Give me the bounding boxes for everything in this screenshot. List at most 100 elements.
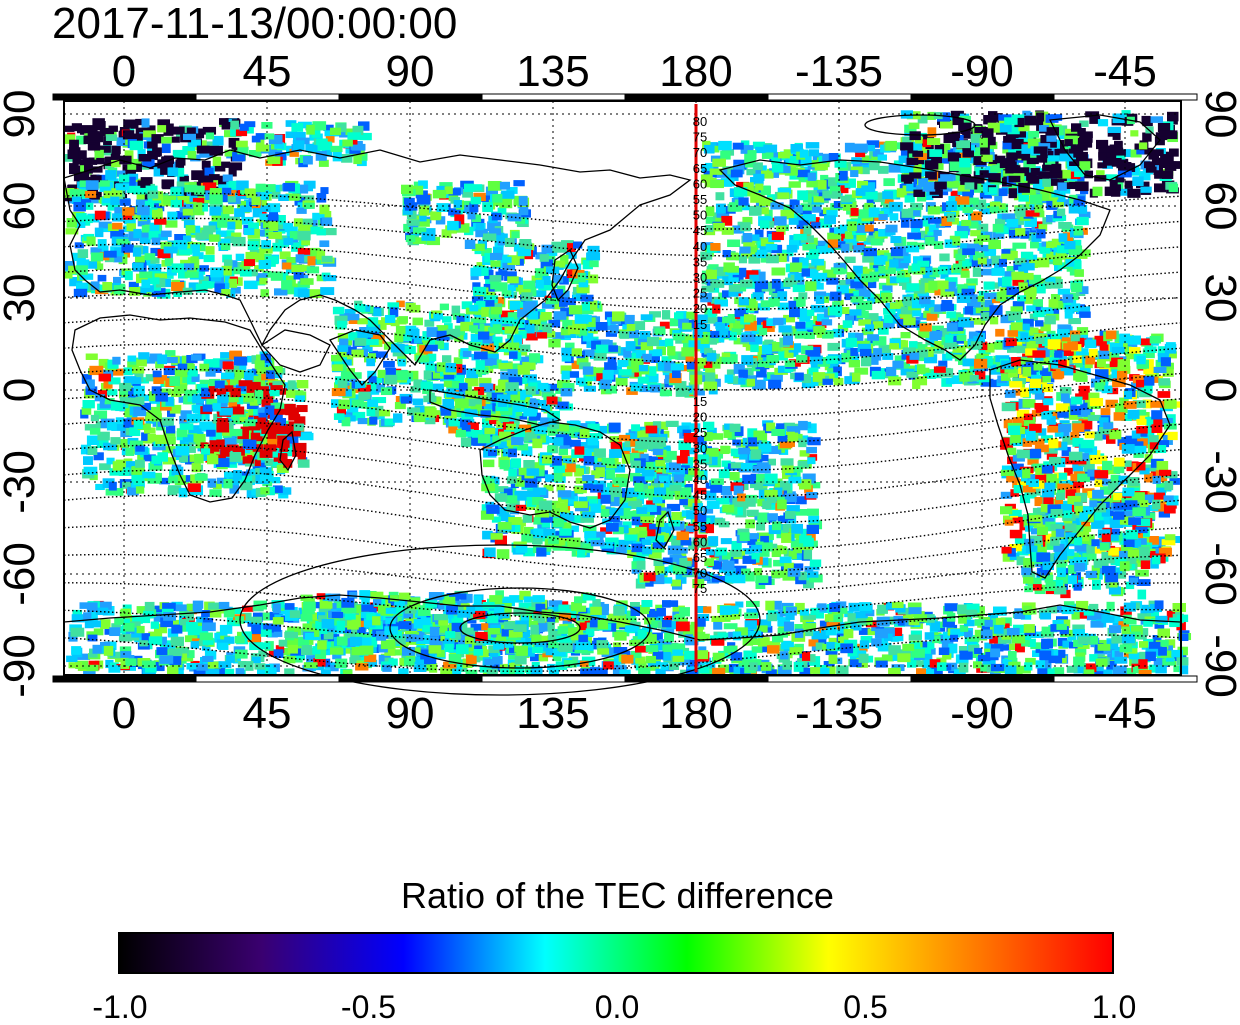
tec-cell bbox=[515, 544, 528, 553]
tec-cell bbox=[1046, 127, 1060, 136]
tec-cell bbox=[1117, 365, 1131, 374]
tec-cell bbox=[523, 460, 535, 470]
tec-cell bbox=[771, 278, 781, 289]
tec-cell bbox=[1115, 176, 1125, 183]
tec-cell bbox=[983, 115, 997, 125]
tec-cell bbox=[770, 374, 783, 382]
tec-cell bbox=[103, 250, 117, 258]
tec-cell bbox=[978, 208, 991, 215]
tec-cell bbox=[322, 147, 333, 157]
tec-cell bbox=[703, 144, 715, 154]
tec-cell bbox=[1000, 314, 1013, 324]
tec-cell bbox=[789, 173, 801, 180]
tec-cell bbox=[581, 307, 594, 315]
tec-cell bbox=[568, 496, 579, 505]
tec-cell bbox=[1001, 402, 1016, 412]
tec-cell bbox=[1152, 499, 1161, 510]
tec-cell bbox=[1145, 370, 1159, 381]
tec-cell bbox=[811, 222, 821, 229]
tec-cell bbox=[229, 428, 243, 437]
tec-cell bbox=[518, 467, 530, 476]
tec-cell bbox=[718, 140, 732, 151]
tec-cell bbox=[812, 152, 824, 161]
tec-cell bbox=[1039, 376, 1051, 383]
tec-cell bbox=[997, 277, 1006, 287]
tec-cell bbox=[1049, 456, 1062, 464]
tec-cell bbox=[184, 263, 195, 271]
tec-cell bbox=[712, 222, 725, 232]
tec-cell bbox=[740, 140, 750, 149]
tec-cell bbox=[481, 248, 492, 257]
tec-cell bbox=[220, 394, 235, 403]
tec-cell bbox=[567, 537, 581, 548]
tec-cell bbox=[861, 145, 876, 152]
tec-cell bbox=[805, 376, 819, 386]
tec-cell bbox=[922, 139, 932, 148]
tec-cell bbox=[1033, 362, 1043, 371]
tec-cell bbox=[166, 425, 176, 434]
tec-cell bbox=[805, 350, 814, 357]
tec-cell bbox=[568, 426, 580, 433]
tec-cell bbox=[253, 408, 262, 416]
tec-cell bbox=[151, 237, 161, 246]
tec-cell bbox=[508, 469, 517, 479]
tec-cell bbox=[1073, 370, 1087, 381]
tec-cell bbox=[69, 189, 82, 197]
tec-cell bbox=[1046, 453, 1058, 460]
tec-cell bbox=[1034, 444, 1049, 453]
tec-cell bbox=[988, 173, 1001, 183]
tec-cell bbox=[810, 362, 821, 369]
tec-cell bbox=[728, 285, 741, 292]
tec-cell bbox=[272, 485, 283, 493]
tec-cell bbox=[238, 380, 253, 387]
tec-cell bbox=[182, 208, 194, 216]
tec-cell bbox=[938, 360, 948, 368]
tec-cell bbox=[792, 551, 804, 560]
tec-cell bbox=[157, 119, 170, 126]
tec-cell bbox=[1008, 311, 1022, 321]
tec-cell bbox=[496, 549, 510, 559]
tec-cell bbox=[203, 225, 216, 233]
tec-cell bbox=[99, 180, 110, 187]
tec-cell bbox=[1104, 186, 1116, 196]
tec-cell bbox=[912, 141, 923, 151]
tec-cell bbox=[1057, 342, 1066, 351]
tec-cell bbox=[1000, 469, 1015, 476]
tec-cell bbox=[209, 378, 221, 388]
tec-cell bbox=[705, 216, 720, 224]
tec-cell bbox=[170, 187, 181, 196]
tec-cell bbox=[840, 195, 850, 203]
tec-cell bbox=[1100, 408, 1111, 415]
tec-cell bbox=[148, 230, 163, 240]
tec-cell bbox=[1039, 246, 1051, 254]
tec-cell bbox=[876, 250, 890, 258]
tec-cell bbox=[761, 344, 772, 355]
tec-cell bbox=[254, 389, 264, 400]
tec-cell bbox=[980, 378, 994, 387]
tec-cell bbox=[273, 227, 286, 234]
tec-cell bbox=[1057, 486, 1066, 494]
tec-cell bbox=[1157, 391, 1171, 398]
tec-cell bbox=[795, 321, 806, 329]
tec-cell bbox=[1144, 161, 1156, 169]
tec-cell bbox=[253, 428, 266, 437]
tec-cell bbox=[917, 115, 928, 124]
tec-cell bbox=[210, 267, 224, 278]
tec-cell bbox=[813, 196, 825, 203]
tec-cell bbox=[833, 377, 844, 386]
tec-cell bbox=[171, 263, 185, 273]
tec-cell bbox=[728, 273, 739, 283]
tec-cell bbox=[141, 402, 151, 411]
tec-cell bbox=[257, 417, 266, 427]
tec-cell bbox=[852, 372, 861, 382]
tec-cell bbox=[715, 203, 726, 214]
tec-cell bbox=[923, 372, 937, 379]
tec-cell bbox=[924, 354, 938, 364]
tec-cell bbox=[1036, 153, 1048, 163]
tec-cell bbox=[1070, 474, 1081, 482]
tec-cell bbox=[147, 141, 158, 149]
tec-cell bbox=[613, 464, 626, 473]
tec-cell bbox=[574, 468, 585, 477]
tec-cell bbox=[889, 201, 903, 212]
tec-cell bbox=[1012, 301, 1025, 311]
